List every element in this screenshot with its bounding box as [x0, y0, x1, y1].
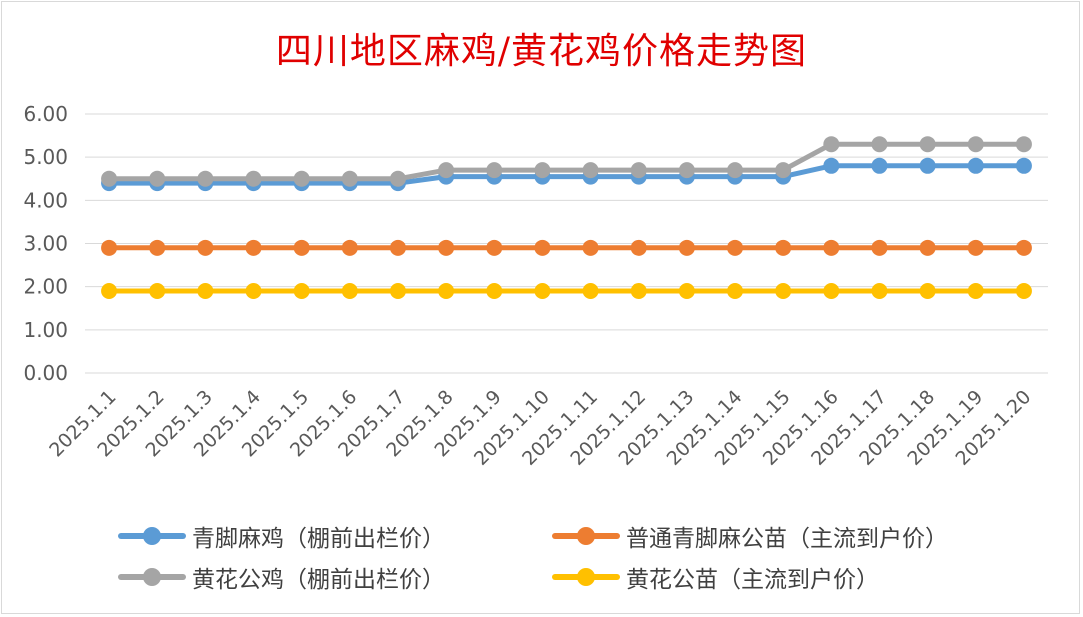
- data-point: [630, 282, 647, 299]
- data-point: [341, 282, 358, 299]
- data-point: [293, 282, 310, 299]
- data-point: [630, 162, 647, 179]
- data-point: [149, 239, 166, 256]
- data-point: [486, 162, 503, 179]
- legend-item-qingjiao-maji[interactable]: 青脚麻鸡（棚前出栏价）: [118, 519, 445, 553]
- y-tick-label: 3.00: [23, 232, 68, 256]
- legend-label: 黄花公鸡（棚前出栏价）: [192, 567, 445, 593]
- chart-title: 四川地区麻鸡/黄花鸡价格走势图: [275, 31, 808, 72]
- data-point: [919, 282, 936, 299]
- data-point: [438, 162, 455, 179]
- legend-swatch-orange: [552, 525, 620, 547]
- legend-swatch-yellow: [552, 566, 620, 588]
- series-line: [106, 141, 1027, 182]
- data-point: [871, 136, 888, 153]
- data-point: [1015, 136, 1032, 153]
- data-point: [727, 162, 744, 179]
- data-point: [823, 157, 840, 174]
- legend-label: 黄花公苗（主流到户价）: [626, 567, 879, 593]
- legend-swatch-gray: [118, 566, 186, 588]
- data-point: [630, 239, 647, 256]
- data-point: [438, 239, 455, 256]
- data-point: [197, 282, 214, 299]
- data-point: [245, 239, 262, 256]
- legend-label: 青脚麻鸡（棚前出栏价）: [192, 526, 445, 552]
- data-point: [871, 239, 888, 256]
- data-point: [775, 282, 792, 299]
- data-point: [775, 162, 792, 179]
- legend-item-putong-gongmiao[interactable]: 普通青脚麻公苗（主流到户价）: [552, 519, 948, 553]
- data-point: [1015, 157, 1032, 174]
- data-point: [341, 170, 358, 187]
- data-point: [727, 282, 744, 299]
- data-point: [582, 162, 599, 179]
- data-point: [293, 170, 310, 187]
- data-point: [967, 282, 984, 299]
- data-point: [678, 162, 695, 179]
- data-point: [871, 282, 888, 299]
- y-tick-label: 4.00: [23, 188, 68, 212]
- data-point: [389, 239, 406, 256]
- data-point: [823, 282, 840, 299]
- data-point: [534, 162, 551, 179]
- data-point: [919, 157, 936, 174]
- y-tick-label: 0.00: [23, 361, 68, 385]
- data-point: [775, 239, 792, 256]
- legend-label: 普通青脚麻公苗（主流到户价）: [626, 526, 948, 552]
- y-tick-label: 6.00: [23, 102, 68, 126]
- data-point: [919, 239, 936, 256]
- data-point: [149, 282, 166, 299]
- data-point: [823, 136, 840, 153]
- data-point: [678, 282, 695, 299]
- data-point: [582, 239, 599, 256]
- data-point: [245, 170, 262, 187]
- data-point: [1015, 282, 1032, 299]
- data-point: [245, 282, 262, 299]
- data-point: [967, 239, 984, 256]
- data-point: [197, 170, 214, 187]
- data-point: [101, 170, 118, 187]
- data-point: [823, 239, 840, 256]
- series-line: [106, 163, 1027, 186]
- data-point: [486, 239, 503, 256]
- data-point: [486, 282, 503, 299]
- data-point: [389, 170, 406, 187]
- data-point: [534, 282, 551, 299]
- legend-swatch-blue: [118, 525, 186, 547]
- data-point: [582, 282, 599, 299]
- data-point: [727, 239, 744, 256]
- y-tick-label: 1.00: [23, 318, 68, 342]
- legend-item-huanghua-gongji[interactable]: 黄花公鸡（棚前出栏价）: [118, 560, 445, 594]
- data-point: [678, 239, 695, 256]
- data-point: [293, 239, 310, 256]
- y-tick-label: 5.00: [23, 145, 68, 169]
- data-point: [101, 239, 118, 256]
- data-point: [919, 136, 936, 153]
- data-point: [534, 239, 551, 256]
- data-point: [197, 239, 214, 256]
- data-point: [101, 282, 118, 299]
- data-point: [967, 136, 984, 153]
- data-point: [871, 157, 888, 174]
- data-point: [341, 239, 358, 256]
- data-point: [1015, 239, 1032, 256]
- data-point: [389, 282, 406, 299]
- data-point: [438, 282, 455, 299]
- data-point: [149, 170, 166, 187]
- y-tick-label: 2.00: [23, 275, 68, 299]
- legend-item-huanghua-gongmiao[interactable]: 黄花公苗（主流到户价）: [552, 560, 879, 594]
- data-point: [967, 157, 984, 174]
